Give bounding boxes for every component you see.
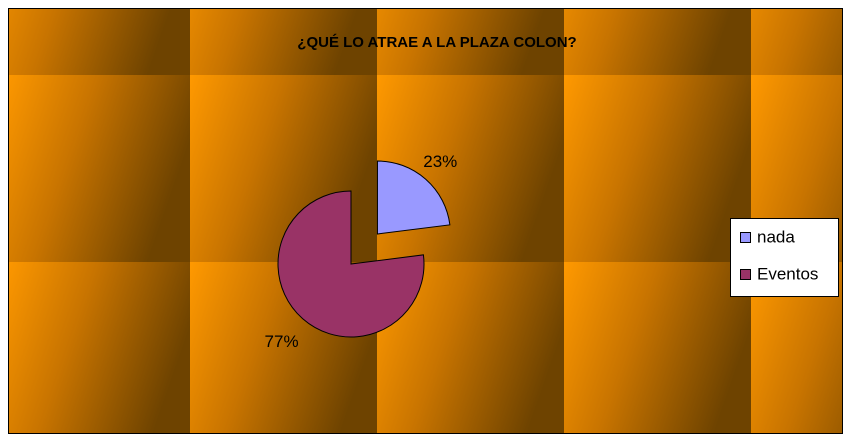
legend-label: nada <box>757 227 795 246</box>
legend-label: Eventos <box>757 264 818 283</box>
data-label: 23% <box>423 152 457 171</box>
legend-swatch <box>740 232 751 243</box>
pie-slice <box>277 190 425 338</box>
legend <box>730 218 839 297</box>
chart-title: ¿QUÉ LO ATRAE A LA PLAZA COLON? <box>297 34 576 51</box>
pie-slice <box>376 160 451 235</box>
data-label: 77% <box>265 332 299 351</box>
legend-swatch <box>740 269 751 280</box>
